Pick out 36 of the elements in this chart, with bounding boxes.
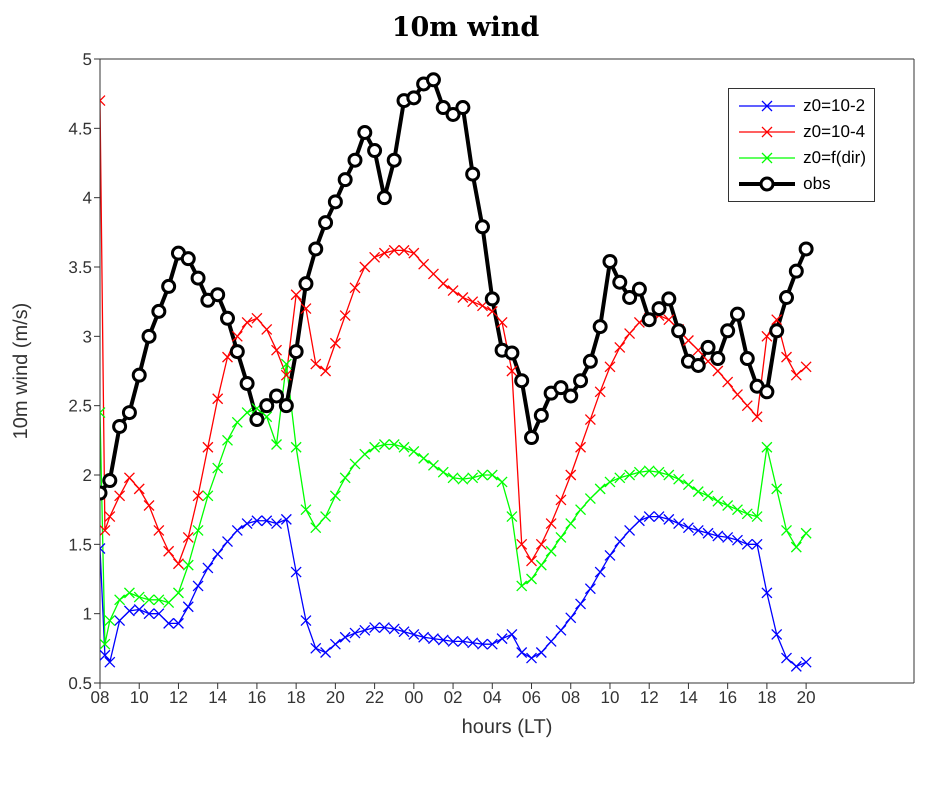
x-tick-label: 04 xyxy=(482,688,502,708)
chart-title: 10m wind xyxy=(390,11,540,45)
legend-label: z0=f(dir) xyxy=(803,148,866,168)
legend-label: z0=10-4 xyxy=(803,122,866,142)
x-tick-label: 16 xyxy=(247,688,266,708)
x-tick-label: 22 xyxy=(365,688,384,708)
y-tick-label: 2.5 xyxy=(68,396,92,416)
y-axis-title: 10m wind (m/s) xyxy=(10,302,32,440)
x-tick-label: 08 xyxy=(90,688,110,708)
x-tick-label: 20 xyxy=(796,688,816,708)
y-tick-label: 4 xyxy=(82,188,92,208)
x-tick-label: 10 xyxy=(600,688,620,708)
x-tick-label: 02 xyxy=(444,688,463,708)
x-tick-label: 08 xyxy=(561,688,580,708)
x-tick-label: 12 xyxy=(640,688,659,708)
y-tick-label: 5 xyxy=(82,50,92,70)
y-tick-label: 2 xyxy=(82,466,92,486)
x-tick-label: 10 xyxy=(130,688,149,708)
x-tick-label: 06 xyxy=(522,688,541,708)
x-tick-label: 20 xyxy=(326,688,345,708)
y-tick-label: 3 xyxy=(82,327,92,346)
x-tick-label: 18 xyxy=(757,688,776,708)
y-tick-label: 4.5 xyxy=(68,119,92,138)
y-tick-label: 1.5 xyxy=(68,535,92,554)
x-tick-label: 14 xyxy=(678,688,698,708)
y-tick-label: 3.5 xyxy=(68,258,92,278)
x-tick-label: 16 xyxy=(718,688,738,708)
x-tick-label: 14 xyxy=(208,688,228,708)
x-tick-label: 00 xyxy=(404,688,424,708)
legend-label: obs xyxy=(803,174,831,194)
x-axis-title: hours (LT) xyxy=(462,716,552,738)
y-tick-label: 0.5 xyxy=(68,674,92,694)
x-tick-label: 18 xyxy=(286,688,306,708)
legend-label: z0=10-2 xyxy=(803,96,866,116)
y-tick-label: 1 xyxy=(82,604,92,624)
x-tick-label: 12 xyxy=(168,688,188,708)
